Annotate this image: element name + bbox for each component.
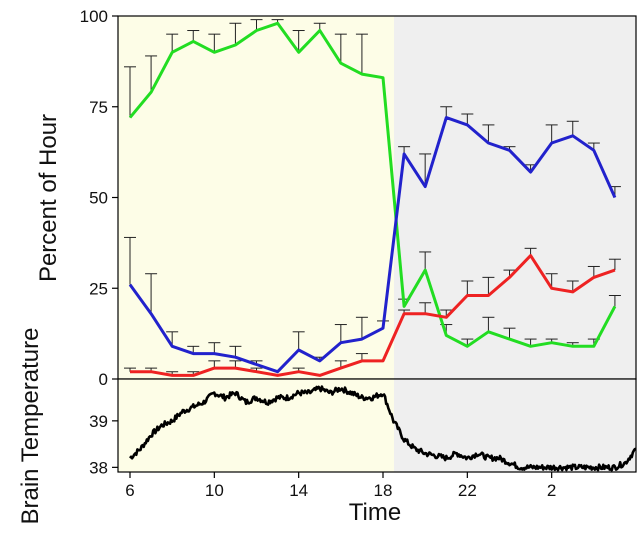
x-axis-title: Time <box>349 499 401 526</box>
x-tick-label: 6 <box>125 481 134 500</box>
top-y-axis-title: Percent of Hour <box>35 114 62 282</box>
top-panel: 0 25 50 75 100 Percent of Hour <box>35 7 637 389</box>
y-tick-label: 0 <box>99 370 108 389</box>
x-tick-label: 2 <box>547 481 556 500</box>
bottom-y-axis-title-line1: Brain Temperature <box>17 328 44 525</box>
y-tick-label: 100 <box>80 7 108 26</box>
series-line-2 <box>130 254 616 377</box>
night-shading <box>394 379 636 472</box>
series-line-0 <box>128 21 617 348</box>
y-tick-label: 38 <box>89 458 108 477</box>
x-tick-label: 22 <box>458 481 477 500</box>
day-shading <box>118 16 394 379</box>
temperature-line <box>129 385 637 472</box>
y-tick-label: 25 <box>89 279 108 298</box>
night-shading <box>394 16 636 379</box>
top-y-axis: 0 25 50 75 100 <box>80 7 118 389</box>
x-axis: 6 10 14 18 22 2 <box>125 472 556 500</box>
x-tick-label: 10 <box>205 481 224 500</box>
x-tick-label: 14 <box>289 481 308 500</box>
temperature-trace <box>129 385 637 472</box>
bottom-panel-frame <box>117 378 637 473</box>
bottom-y-axis: 38 39 <box>89 412 118 477</box>
x-tick-label: 18 <box>374 481 393 500</box>
y-tick-label: 39 <box>89 412 108 431</box>
y-tick-label: 50 <box>89 189 108 208</box>
series-line-1 <box>128 116 617 374</box>
y-tick-label: 75 <box>89 98 108 117</box>
series-lines <box>128 21 617 377</box>
